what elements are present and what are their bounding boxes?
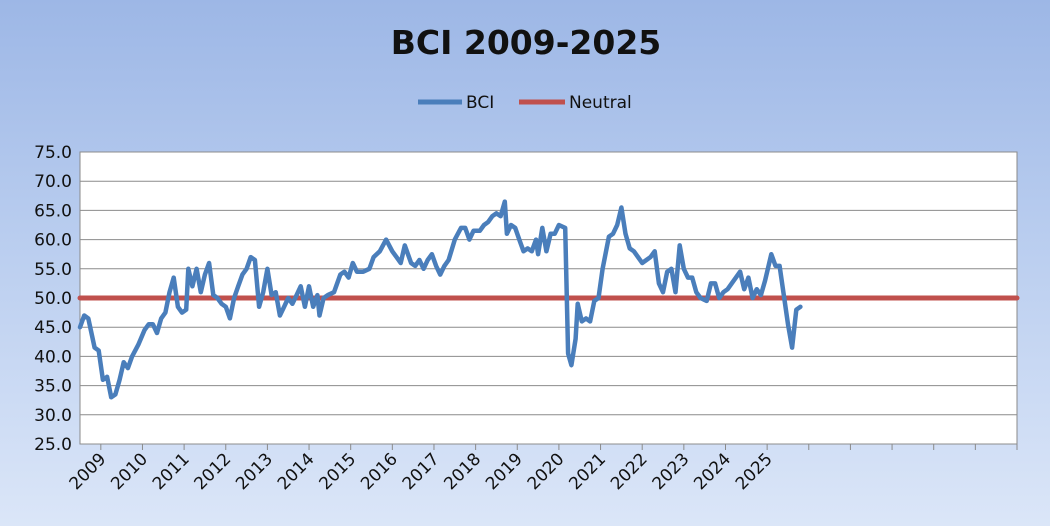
y-tick-label: 30.0 [34,406,72,426]
x-tick-label: 2020 [524,449,569,494]
x-tick-label: 2010 [107,449,152,494]
y-tick-label: 35.0 [34,377,72,397]
x-tick-label: 2016 [357,449,402,494]
y-tick-label: 50.0 [34,289,72,309]
x-axis-ticks: 2009201020112012201320142015201620172018… [66,444,1018,494]
y-axis-ticks: 75.0 70.0 65.0 60.0 55.0 50.0 45.0 40.0 35.0 30.0… [34,143,72,455]
x-tick-label: 2015 [315,449,360,494]
legend-label-neutral: Neutral [569,93,632,113]
y-tick-label: 75.0 [34,143,72,163]
x-tick-label: 2019 [482,449,527,494]
x-tick-label: 2018 [440,449,485,494]
chart-title: BCI 2009-2025 [391,23,662,62]
y-tick-label: 40.0 [34,347,72,367]
y-tick-label: 55.0 [34,260,72,280]
y-tick-label: 65.0 [34,201,72,221]
y-tick-label: 70.0 [34,172,72,192]
x-tick-label: 2017 [399,449,444,494]
x-tick-label: 2009 [66,449,111,494]
x-tick-label: 2012 [191,449,236,494]
series-line-bci [77,199,803,400]
legend: BCI Neutral [418,93,632,113]
x-tick-label: 2023 [649,449,694,494]
legend-label-bci: BCI [466,93,494,113]
x-tick-label: 2024 [690,449,735,494]
x-tick-label: 2011 [149,449,194,494]
series-layer [77,199,1020,400]
x-tick-label: 2021 [565,449,610,494]
x-tick-label: 2013 [232,449,277,494]
x-tick-label: 2014 [274,449,319,494]
y-tick-label: 25.0 [34,435,72,455]
x-tick-label: 2025 [732,449,777,494]
y-tick-label: 45.0 [34,318,72,338]
x-tick-label: 2022 [607,449,652,494]
y-tick-label: 60.0 [34,231,72,251]
